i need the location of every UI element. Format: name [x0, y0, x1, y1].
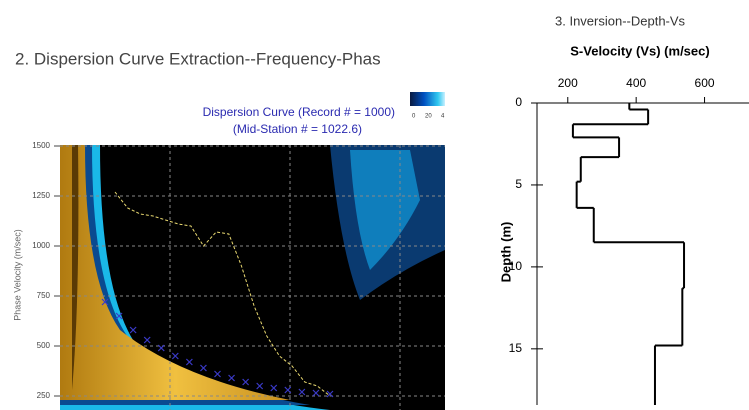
pick-marker: [312, 389, 320, 397]
pick-marker: [284, 386, 292, 394]
curve-line: [114, 191, 331, 397]
y-tick-label: 750: [37, 291, 51, 300]
y-tick-label: 5: [515, 177, 522, 191]
pick-marker: [298, 388, 306, 396]
pick-marker: [171, 352, 179, 360]
chart-title: S-Velocity (Vs) (m/sec): [570, 43, 709, 58]
y-tick-label: 1250: [32, 191, 50, 200]
x-tick-label: 600: [695, 76, 715, 90]
pick-marker: [101, 298, 109, 306]
section-title: 2. Dispersion Curve Extraction--Frequenc…: [15, 49, 381, 68]
pick-marker: [200, 364, 207, 372]
pick-marker: [157, 344, 165, 352]
pick-marker: [185, 358, 193, 366]
y-tick-label: 500: [37, 341, 51, 350]
chart-title: Dispersion Curve (Record # = 1000): [203, 105, 395, 119]
y-tick-label: 250: [37, 391, 51, 400]
y-tick-label: 10: [509, 259, 523, 273]
x-tick-label: 200: [558, 76, 578, 90]
colorbar-label: 0: [412, 114, 416, 120]
chart-title: (Mid-Station # = 1022.6): [233, 122, 362, 136]
y-tick-label: 1500: [32, 141, 50, 150]
pick-marker: [242, 378, 250, 386]
pick-marker: [129, 326, 137, 334]
pick-marker: [115, 312, 123, 320]
colorbar-label: 4: [441, 114, 445, 120]
energy-image: [60, 145, 445, 410]
pick-marker: [143, 336, 151, 344]
y-axis-label: Depth (m): [498, 222, 513, 283]
colorbar: [410, 92, 445, 106]
pick-marker: [326, 390, 334, 398]
y-axis-label: Phase Velocity (m/sec): [12, 229, 22, 321]
pick-marker: [228, 374, 235, 382]
pick-marker: [270, 384, 278, 392]
y-tick-label: 15: [509, 341, 523, 355]
pick-marker: [256, 382, 264, 390]
pick-marker: [214, 370, 221, 378]
y-tick-label: 1000: [32, 241, 50, 250]
x-tick-label: 400: [626, 76, 646, 90]
colorbar-label: 20: [425, 114, 432, 120]
y-tick-label: 0: [515, 95, 522, 109]
section-title: 3. Inversion--Depth-Vs: [555, 13, 686, 28]
